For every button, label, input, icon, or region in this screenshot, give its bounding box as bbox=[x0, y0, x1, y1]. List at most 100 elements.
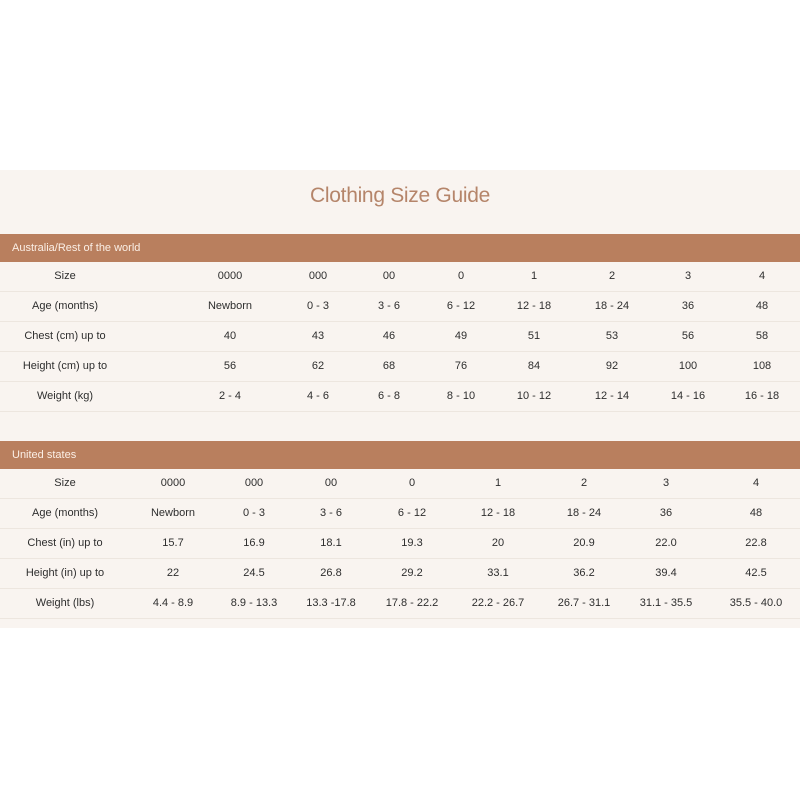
table-cell: 2 bbox=[608, 270, 616, 282]
row-label: Size bbox=[54, 477, 76, 489]
table-row: Age (months) Newborn 0 - 3 3 - 6 6 - 12 12 - … bbox=[0, 499, 800, 529]
table-cell: Newborn bbox=[207, 300, 253, 312]
table-cell: 1 bbox=[530, 270, 538, 282]
table-cell: 15.7 bbox=[162, 537, 184, 549]
table-row: Height (cm) up to 56 62 68 76 84 92 100 108 bbox=[0, 352, 800, 382]
table-cell: 0 bbox=[457, 270, 465, 282]
table-cell: 48 bbox=[755, 300, 769, 312]
table-cell: 19.3 bbox=[401, 537, 423, 549]
table-cell: 1 bbox=[494, 477, 502, 489]
table-cell: 4 bbox=[758, 270, 766, 282]
table-cell: 0 - 3 bbox=[306, 300, 330, 312]
row-label: Chest (in) up to bbox=[27, 537, 103, 549]
table-cell: 42.5 bbox=[745, 567, 767, 579]
table-cell: 3 - 6 bbox=[377, 300, 401, 312]
table-cell: 36 bbox=[659, 507, 673, 519]
table-cell: 48 bbox=[749, 507, 763, 519]
table-cell: 20 bbox=[491, 537, 505, 549]
table-cell: 17.8 - 22.2 bbox=[385, 597, 439, 609]
row-label: Height (in) up to bbox=[25, 567, 105, 579]
table-cell: 22 bbox=[166, 567, 180, 579]
table-row: Size 0000 000 00 0 1 2 3 4 bbox=[0, 469, 800, 499]
table-cell: 16 - 18 bbox=[744, 390, 780, 402]
table-cell: 53 bbox=[605, 330, 619, 342]
table-cell: 22.8 bbox=[745, 537, 767, 549]
table-cell: 13.3 -17.8 bbox=[306, 597, 356, 609]
table-cell: 12 - 18 bbox=[480, 507, 516, 519]
table-row: Weight (kg) 2 - 4 4 - 6 6 - 8 8 - 10 10 - 12 1… bbox=[0, 382, 800, 412]
table-cell: 33.1 bbox=[487, 567, 509, 579]
table-cell: 3 bbox=[662, 477, 670, 489]
table-cell: 51 bbox=[527, 330, 541, 342]
table-cell: 3 bbox=[684, 270, 692, 282]
size-table-united-states: United states Size 0000 000 00 0 1 2 3 4 Age (mon… bbox=[0, 441, 800, 619]
table-row: Chest (cm) up to 40 43 46 49 51 53 56 58 bbox=[0, 322, 800, 352]
row-label: Chest (cm) up to bbox=[24, 330, 106, 342]
table-cell: 4 - 6 bbox=[306, 390, 330, 402]
table-cell: 00 bbox=[382, 270, 396, 282]
table-row: Weight (lbs) 4.4 - 8.9 8.9 - 13.3 13.3 -17.… bbox=[0, 589, 800, 619]
table-row: Size 0000 000 00 0 1 2 3 4 bbox=[0, 262, 800, 292]
table-cell: 6 - 12 bbox=[397, 507, 427, 519]
table-row: Chest (in) up to 15.7 16.9 18.1 19.3 20 20.9 22… bbox=[0, 529, 800, 559]
table-cell: 000 bbox=[244, 477, 264, 489]
table-cell: 0000 bbox=[217, 270, 243, 282]
table-cell: 108 bbox=[752, 360, 772, 372]
table-cell: 46 bbox=[382, 330, 396, 342]
table-cell: 12 - 18 bbox=[516, 300, 552, 312]
size-table-australia: Australia/Rest of the world Size 0000 000 0… bbox=[0, 234, 800, 412]
table-cell: 6 - 8 bbox=[377, 390, 401, 402]
table-cell: 0 - 3 bbox=[242, 507, 266, 519]
table-cell: 43 bbox=[311, 330, 325, 342]
size-guide-panel: Clothing Size Guide Australia/Rest of th… bbox=[0, 170, 800, 628]
table-cell: 49 bbox=[454, 330, 468, 342]
table-cell: 8 - 10 bbox=[446, 390, 476, 402]
table-cell: 58 bbox=[755, 330, 769, 342]
table-cell: Newborn bbox=[150, 507, 196, 519]
table-cell: 000 bbox=[308, 270, 328, 282]
table-cell: 2 - 4 bbox=[218, 390, 242, 402]
table-cell: 0000 bbox=[160, 477, 186, 489]
table-row: Age (months) Newborn 0 - 3 3 - 6 6 - 12 12 - … bbox=[0, 292, 800, 322]
row-label: Weight (lbs) bbox=[35, 597, 95, 609]
table-cell: 40 bbox=[223, 330, 237, 342]
table-cell: 16.9 bbox=[243, 537, 265, 549]
table-cell: 31.1 - 35.5 bbox=[639, 597, 693, 609]
row-label: Age (months) bbox=[31, 507, 99, 519]
table-cell: 4.4 - 8.9 bbox=[152, 597, 194, 609]
table-cell: 6 - 12 bbox=[446, 300, 476, 312]
table-cell: 29.2 bbox=[401, 567, 423, 579]
table-cell: 62 bbox=[311, 360, 325, 372]
row-label: Age (months) bbox=[31, 300, 99, 312]
table-cell: 68 bbox=[382, 360, 396, 372]
table-cell: 12 - 14 bbox=[594, 390, 630, 402]
table-cell: 26.7 - 31.1 bbox=[557, 597, 611, 609]
table-cell: 36 bbox=[681, 300, 695, 312]
table-cell: 18 - 24 bbox=[566, 507, 602, 519]
section-header: United states bbox=[0, 441, 800, 469]
table-cell: 56 bbox=[681, 330, 695, 342]
table-cell: 22.2 - 26.7 bbox=[471, 597, 525, 609]
table-cell: 92 bbox=[605, 360, 619, 372]
table-cell: 2 bbox=[580, 477, 588, 489]
table-cell: 22.0 bbox=[655, 537, 677, 549]
table-cell: 56 bbox=[223, 360, 237, 372]
table-cell: 100 bbox=[678, 360, 698, 372]
table-cell: 84 bbox=[527, 360, 541, 372]
table-cell: 0 bbox=[408, 477, 416, 489]
table-cell: 10 - 12 bbox=[516, 390, 552, 402]
table-cell: 8.9 - 13.3 bbox=[230, 597, 278, 609]
table-cell: 3 - 6 bbox=[319, 507, 343, 519]
table-cell: 20.9 bbox=[573, 537, 595, 549]
row-label: Size bbox=[54, 270, 76, 282]
table-cell: 18 - 24 bbox=[594, 300, 630, 312]
table-cell: 14 - 16 bbox=[670, 390, 706, 402]
table-cell: 35.5 - 40.0 bbox=[729, 597, 783, 609]
table-cell: 4 bbox=[752, 477, 760, 489]
table-cell: 00 bbox=[324, 477, 338, 489]
page-title: Clothing Size Guide bbox=[310, 184, 490, 207]
table-cell: 24.5 bbox=[243, 567, 265, 579]
row-label: Height (cm) up to bbox=[22, 360, 108, 372]
table-cell: 39.4 bbox=[655, 567, 677, 579]
row-label: Weight (kg) bbox=[36, 390, 94, 402]
